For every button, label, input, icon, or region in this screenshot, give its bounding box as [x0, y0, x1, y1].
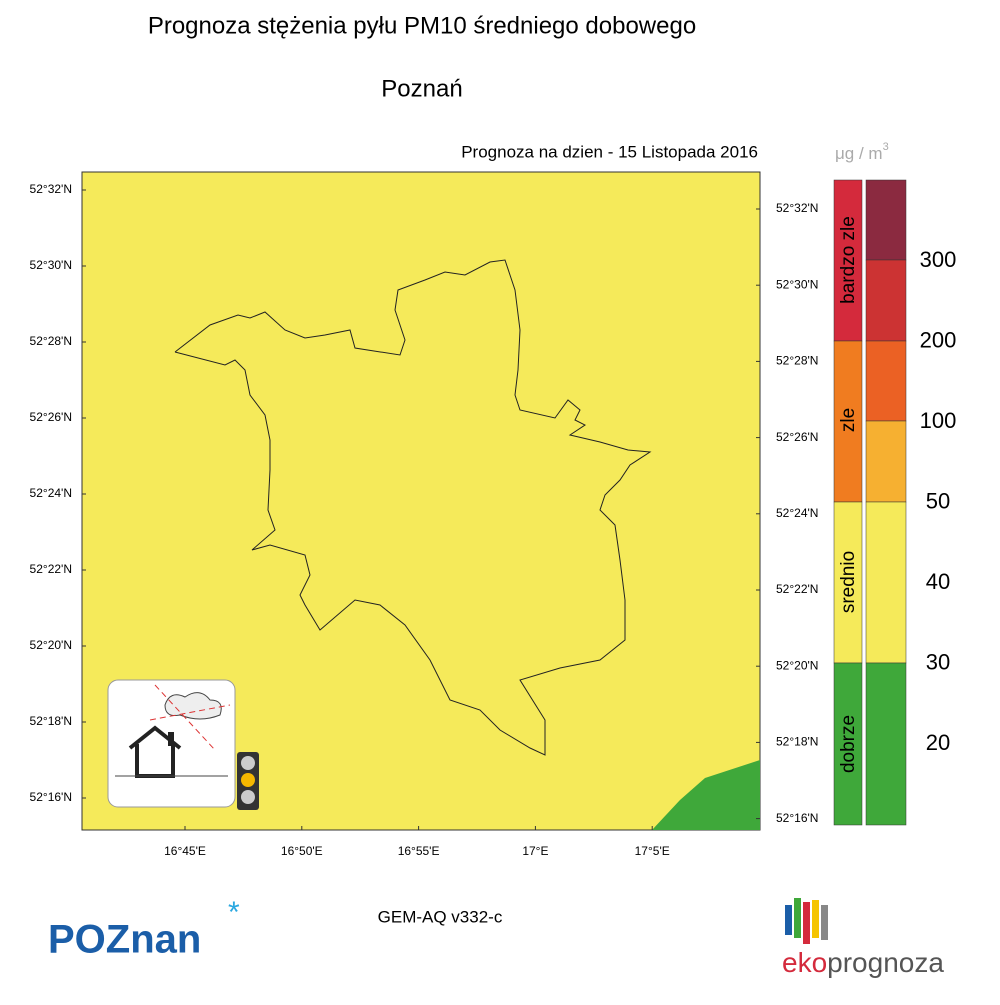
- logo-star: *: [228, 896, 240, 929]
- city-boundary: [174, 259, 652, 756]
- brand-prefix: eko: [782, 947, 827, 978]
- brand: ekoprognoza: [782, 947, 944, 978]
- lat-label-right: 52°22'N: [776, 582, 818, 596]
- level-label: 100: [920, 408, 957, 433]
- icon: [107, 679, 259, 810]
- lon-label: 16°50'E: [281, 844, 323, 858]
- category-label: srednio: [838, 551, 859, 613]
- lat-label: 52°28'N: [30, 334, 72, 348]
- lat-label-right: 52°26'N: [776, 430, 818, 444]
- lat-label-right: 52°24'N: [776, 506, 818, 520]
- lat-label: 52°24'N: [30, 486, 72, 500]
- date-line: Prognoza na dzien - 15 Listopada 2016: [461, 142, 758, 161]
- lon-label: 16°55'E: [398, 844, 440, 858]
- lat-label: 52°32'N: [30, 182, 72, 196]
- lat-label-right: 52°32'N: [776, 201, 818, 215]
- level-label: 20: [926, 730, 950, 755]
- lat-label: 52°16'N: [30, 790, 72, 804]
- lat-label-right: 52°18'N: [776, 735, 818, 749]
- unit-exp: 3: [883, 141, 889, 153]
- lat-label-right: 52°30'N: [776, 277, 818, 291]
- brand-suffix: prognoza: [827, 947, 944, 978]
- lon-label: 16°45'E: [164, 844, 206, 858]
- lat-label: 52°26'N: [30, 410, 72, 424]
- model-label: GEM-AQ v332-c: [378, 907, 503, 926]
- city-title: Poznań: [381, 75, 462, 102]
- level-label: 30: [926, 649, 950, 674]
- level-label: 300: [920, 247, 957, 272]
- lat-label: 52°18'N: [30, 714, 72, 728]
- category-label: bardzo zle: [838, 216, 859, 304]
- lon-label: 17°E: [522, 844, 548, 858]
- legend: [833, 179, 907, 826]
- lat-label: 52°20'N: [30, 638, 72, 652]
- unit-base: μg / m: [835, 144, 883, 163]
- lat-label: 52°30'N: [30, 258, 72, 272]
- poznan-logo: POZnan: [48, 918, 201, 962]
- lat-label-right: 52°20'N: [776, 658, 818, 672]
- lat-label-right: 52°16'N: [776, 811, 818, 825]
- level-label: 40: [926, 569, 950, 594]
- category-label: dobrze: [838, 715, 859, 773]
- title: Prognoza stężenia pyłu PM10 średniego do…: [148, 12, 696, 39]
- green-zone: [652, 760, 760, 830]
- level-label: 200: [920, 327, 957, 352]
- lon-label: 17°5'E: [635, 844, 670, 858]
- category-label: zle: [838, 408, 859, 432]
- brand-icon: [785, 898, 828, 944]
- unit: μg / m3: [835, 141, 889, 164]
- level-label: 50: [926, 488, 950, 513]
- lat-label-right: 52°28'N: [776, 354, 818, 368]
- lat-label: 52°22'N: [30, 562, 72, 576]
